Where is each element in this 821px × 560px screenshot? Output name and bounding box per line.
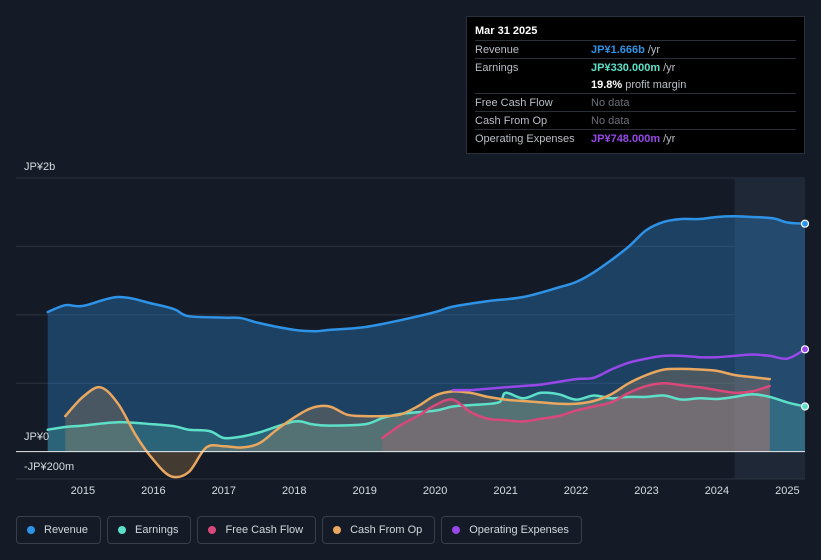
x-tick-label: 2017 (212, 485, 236, 497)
x-tick-label: 2025 (775, 485, 799, 497)
legend-label: Free Cash Flow (225, 524, 304, 536)
legend-item[interactable]: Free Cash Flow (197, 516, 317, 544)
y-tick-label: JP¥2b (24, 161, 55, 173)
opex-line (451, 348, 807, 392)
opex-end-marker (800, 345, 810, 354)
legend-item[interactable]: Cash From Op (322, 516, 436, 544)
legend-label: Revenue (44, 524, 89, 536)
x-tick-label: 2018 (282, 485, 306, 497)
legend-dot-icon (452, 526, 461, 534)
legend-label: Cash From Op (350, 524, 423, 536)
tooltip-row-label: Revenue (475, 43, 520, 56)
legend-dot-icon (118, 526, 127, 534)
tooltip-row-unit: /yr (663, 61, 676, 74)
legend-label: Earnings (135, 524, 179, 536)
tooltip-row-unit: /yr (663, 132, 676, 145)
tooltip-date: Mar 31 2025 (475, 25, 538, 37)
legend-dot-icon (208, 526, 217, 534)
tooltip-panel: Mar 31 2025 Revenue JP¥1.666b/yr Earnings J… (466, 16, 805, 154)
legend: Revenue Earnings Free Cash Flow Cash From O… (16, 516, 582, 546)
tooltip-row-value: JP¥1.666b (591, 43, 645, 56)
x-tick-label: 2023 (634, 485, 658, 497)
tooltip-row: Free Cash Flow No data (475, 93, 796, 111)
x-tick-label: 2024 (705, 485, 729, 497)
tooltip-row-value: 19.8% (591, 78, 623, 91)
legend-item[interactable]: Revenue (16, 516, 102, 544)
x-tick-label: 2019 (352, 485, 376, 497)
legend-dot-icon (333, 526, 342, 534)
revenue-end-marker (800, 219, 810, 228)
tooltip-row: 19.8% profit margin (475, 76, 796, 93)
tooltip-row-value: No data (591, 114, 630, 127)
legend-dot-icon (27, 526, 35, 534)
tooltip-row-label: Operating Expenses (475, 132, 575, 145)
tooltip-row: Cash From Op No data (475, 111, 796, 129)
legend-item[interactable]: Earnings (107, 516, 192, 544)
x-tick-label: 2016 (141, 485, 165, 497)
cfo-line (64, 367, 772, 479)
tooltip-row-unit: /yr (647, 43, 661, 56)
earnings-area (47, 392, 805, 452)
earnings-line (46, 391, 807, 440)
tooltip-row-label: Earnings (475, 61, 519, 74)
fcf-line (381, 381, 772, 440)
cfo-area (65, 368, 770, 478)
y-tick-label: -JP¥200m (24, 461, 74, 473)
x-tick-label: 2020 (423, 485, 447, 497)
tooltip-row-label: Cash From Op (475, 114, 548, 127)
tooltip-row-unit: profit margin (625, 78, 687, 91)
earnings-end-marker (800, 402, 810, 411)
tooltip-row-value: No data (591, 96, 630, 109)
legend-label: Operating Expenses (469, 524, 569, 536)
fcf-area (382, 383, 770, 452)
tooltip-row: Earnings JP¥330.000m/yr (475, 58, 796, 76)
tooltip-row-value: JP¥330.000m (591, 61, 661, 74)
recent-period-band (734, 178, 805, 479)
legend-item[interactable]: Operating Expenses (441, 516, 582, 544)
tooltip-row: Operating Expenses JP¥748.000m/yr (475, 129, 796, 147)
y-tick-label: JP¥0 (24, 431, 49, 443)
x-tick-label: 2022 (564, 485, 588, 497)
tooltip-row-value: JP¥748.000m (591, 132, 661, 145)
tooltip-row: Revenue JP¥1.666b/yr (475, 40, 796, 58)
revenue-line (46, 215, 807, 333)
x-tick-label: 2021 (493, 485, 517, 497)
x-tick-label: 2015 (71, 485, 95, 497)
tooltip-row-label: Free Cash Flow (475, 96, 553, 109)
